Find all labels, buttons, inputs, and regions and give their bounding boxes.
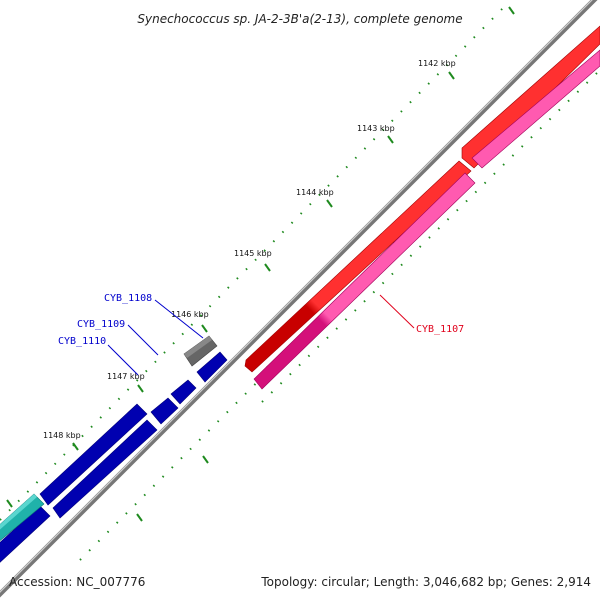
gene-cyb-1108[interactable] — [183, 335, 218, 367]
label-leaders — [107, 294, 415, 376]
gene-cyb-1110[interactable] — [170, 379, 197, 405]
tick-mark — [202, 455, 209, 464]
gene-arrow[interactable] — [196, 351, 228, 383]
tick-mark — [136, 513, 143, 522]
label-cyb-1107[interactable]: CYB_1107 — [416, 324, 464, 335]
tick-mark — [264, 263, 271, 272]
gene-arrow[interactable] — [39, 403, 148, 506]
label-cyb-1110[interactable]: CYB_1110 — [58, 336, 106, 347]
tick-mark — [326, 199, 333, 208]
gene-arrow[interactable] — [150, 397, 179, 425]
gene-cyb-1109[interactable] — [196, 351, 228, 383]
tick-mark — [387, 135, 394, 144]
gene-arrow[interactable] — [244, 160, 472, 373]
genome-title: Synechococcus sp. JA-2-3B'a(2-13), compl… — [137, 12, 462, 26]
genome-summary-text: Topology: circular; Length: 3,046,682 bp… — [261, 575, 591, 589]
tick-mark — [6, 499, 13, 508]
gene-arrow-highlight — [0, 494, 37, 530]
kbp-label-1144: 1144 kbp — [296, 188, 334, 197]
kbp-label-1143: 1143 kbp — [357, 124, 395, 133]
gene-blue-mid[interactable] — [150, 397, 179, 425]
tick-mark — [508, 6, 515, 15]
kbp-label-1148: 1148 kbp — [43, 431, 81, 440]
kbp-label-1146: 1146 kbp — [171, 310, 209, 319]
leader-cyb-1109 — [127, 324, 159, 356]
gene-arrow-highlight — [184, 336, 212, 358]
leader-cyb-1108 — [154, 299, 204, 339]
gene-arrow[interactable] — [170, 379, 197, 405]
kbp-labels: 1142 kbp 1143 kbp 1144 kbp 1145 kbp 1146… — [43, 59, 456, 440]
tick-mark — [448, 71, 455, 80]
gene-arrow[interactable] — [461, 25, 600, 169]
leader-cyb-1110 — [107, 344, 139, 376]
tick-mark — [137, 384, 144, 393]
leader-cyb-1107 — [379, 294, 415, 329]
tick-mark — [201, 324, 208, 333]
accession-text: Accession: NC_007776 — [9, 575, 146, 589]
gene-blue-long-lower[interactable] — [52, 419, 158, 519]
gene-arrow[interactable] — [253, 172, 476, 390]
kbp-label-1147: 1147 kbp — [107, 372, 145, 381]
dot-row — [0, 5, 506, 521]
gene-cyb-1107-pink[interactable] — [253, 49, 600, 390]
gene-cyan[interactable] — [0, 493, 45, 544]
gene-cyb-1107-red[interactable] — [244, 25, 600, 373]
gene-blue-long-upper[interactable] — [39, 403, 148, 506]
dot-row — [261, 69, 600, 403]
kbp-label-1142: 1142 kbp — [418, 59, 456, 68]
tick-mark — [72, 442, 79, 451]
label-cyb-1108[interactable]: CYB_1108 — [104, 293, 152, 304]
outer-tick-ring — [0, 5, 515, 521]
gene-arrow[interactable] — [52, 419, 158, 519]
label-cyb-1109[interactable]: CYB_1109 — [77, 319, 125, 330]
kbp-label-1145: 1145 kbp — [234, 249, 272, 258]
gene-arrow[interactable] — [471, 49, 600, 169]
gene-labels: CYB_1108 CYB_1109 CYB_1110 CYB_1107 — [58, 293, 464, 347]
